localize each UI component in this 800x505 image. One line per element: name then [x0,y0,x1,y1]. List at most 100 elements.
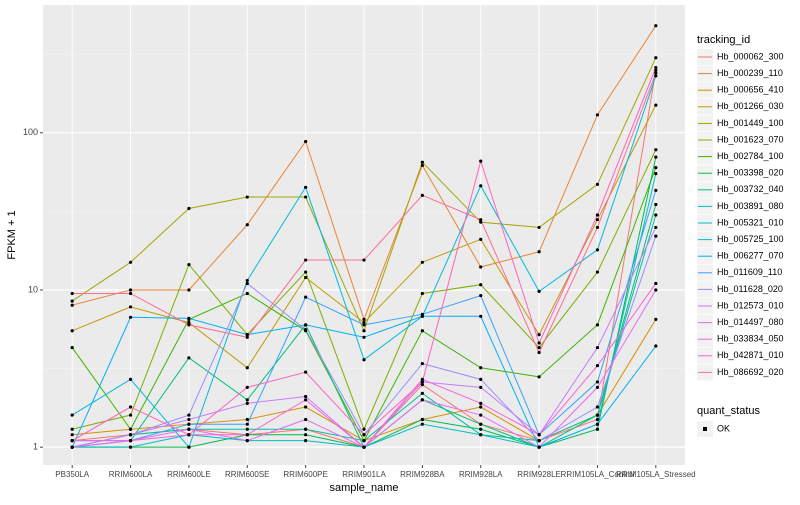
legend-swatch [703,427,707,431]
data-point [70,291,74,296]
data-point [654,74,658,78]
data-point [304,370,308,374]
data-point [479,159,483,163]
data-point [304,398,308,402]
data-point [654,56,658,60]
data-point [654,281,658,286]
data-point [654,166,658,170]
data-point [654,234,658,238]
data-point [654,344,658,348]
data-point [479,314,483,318]
data-point [537,433,541,437]
x-tick-label: RRIM105LA_Control [561,470,635,479]
data-point [420,193,424,197]
data-point [187,263,191,267]
data-point [537,333,541,337]
data-point [654,68,658,72]
data-point [187,433,191,437]
data-point [479,405,483,409]
data-point [245,422,249,426]
data-point [304,185,308,189]
data-point [654,317,658,321]
data-point [420,260,424,264]
legend-label: Hb_000239_110 [717,68,783,78]
data-point [595,427,600,431]
data-point [537,445,541,449]
data-point [128,291,133,296]
legend-label: Hb_000656_410 [717,85,784,95]
y-tick-label: 100 [23,127,38,137]
legend-label: Hb_003398_020 [717,168,784,178]
data-point [245,398,249,402]
data-point [479,413,483,417]
data-point [654,288,658,292]
data-point [479,184,483,188]
data-point [479,237,483,241]
legend-label: Hb_001623_070 [717,134,784,144]
data-point [245,278,249,283]
x-tick-label: PB350LA [55,470,89,479]
data-point [70,345,74,350]
data-point [654,171,658,176]
data-point [420,291,424,296]
data-point [420,362,424,366]
legend-label: OK [717,423,730,433]
data-point [537,350,541,355]
data-point [420,398,424,402]
data-point [420,380,424,384]
data-point [595,405,600,409]
legend-label: Hb_086692_020 [717,367,784,377]
data-point [595,380,600,384]
data-point [654,71,658,75]
data-point [128,439,133,443]
data-point [420,391,424,395]
data-point [304,258,308,262]
data-point [537,345,541,350]
data-point [654,65,658,70]
x-tick-label: RRIM600SE [225,470,269,479]
data-point [187,288,191,292]
data-point [654,225,658,230]
data-point [362,439,366,443]
data-point [479,385,483,389]
data-point [362,258,366,262]
data-point [70,303,74,307]
data-point [420,417,424,422]
data-point [245,195,249,199]
legend-label: Hb_000062_300 [717,51,784,61]
data-point [537,250,541,254]
data-point [304,270,308,274]
data-point [595,218,600,222]
legend-label: Hb_003891_080 [717,201,784,211]
data-point [187,413,191,417]
data-point [304,433,308,437]
data-point [128,377,133,381]
data-point [595,213,600,217]
data-point [595,422,600,426]
data-point [128,260,133,264]
data-point [537,225,541,230]
legend-label: Hb_001449_100 [717,118,784,128]
data-point [479,401,483,405]
legend-label: Hb_011609_110 [717,267,782,277]
data-point [245,333,249,337]
data-point [420,329,424,333]
data-point [420,383,424,387]
legend-label: Hb_042871_010 [717,350,784,360]
data-point [245,366,249,370]
y-tick-label: 1 [33,442,38,452]
data-point [595,225,600,230]
data-point [245,335,249,339]
data-point [304,439,308,443]
data-point [479,427,483,431]
data-point [595,248,600,252]
data-point [479,265,483,269]
data-point [654,213,658,217]
data-point [304,323,308,327]
x-tick-label: RRIM928LE [517,470,561,479]
data-point [245,439,249,443]
data-point [304,327,308,332]
data-point [362,445,366,449]
data-point [70,299,74,303]
